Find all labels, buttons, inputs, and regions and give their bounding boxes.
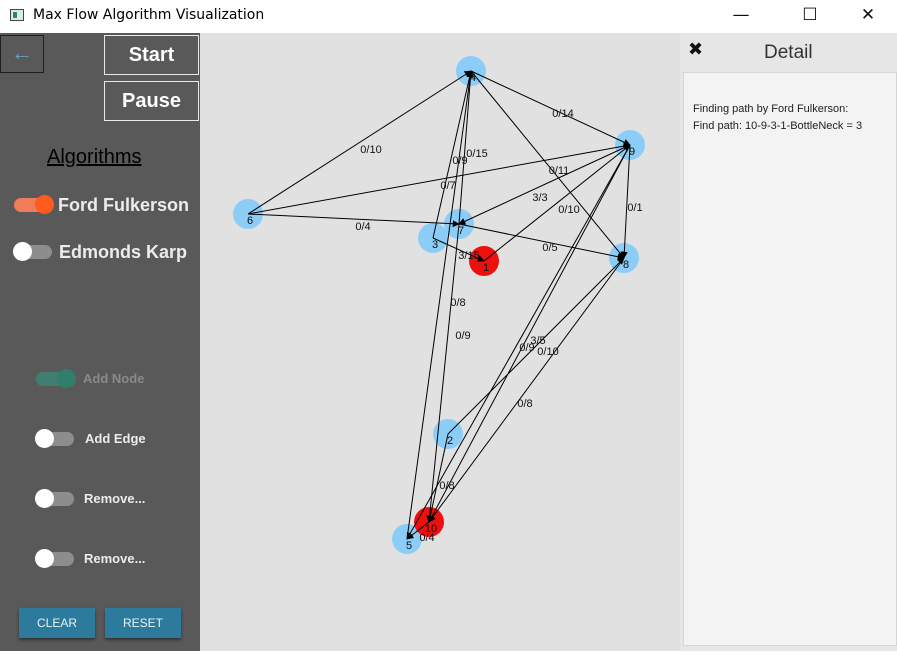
graph-edge[interactable] [426, 223, 460, 523]
toggle-knob [35, 489, 54, 508]
graph-edge[interactable] [432, 70, 474, 239]
graph-node-label: 9 [629, 146, 635, 158]
graph-edge[interactable] [426, 433, 449, 523]
back-arrow-icon: ← [11, 40, 33, 65]
graph-node-label: 5 [406, 540, 412, 552]
toggle-knob [13, 242, 32, 261]
edmonds-karp-toggle[interactable] [13, 242, 52, 261]
graph-edge[interactable] [428, 144, 631, 523]
back-button[interactable]: ← [0, 35, 44, 73]
edmonds-karp-label: Edmonds Karp [59, 242, 188, 262]
graph-edge[interactable] [470, 70, 625, 259]
detail-line: Find path: 10-9-3-1-BottleNeck = 3 [693, 120, 863, 132]
graph-edge[interactable] [470, 70, 631, 146]
graph-edge[interactable] [406, 521, 430, 540]
graph-edge-label: 3/15 [458, 250, 479, 262]
graph-edge-label: 0/10 [537, 346, 558, 358]
graph-svg: 123456789100/100/110/40/140/100/150/90/7… [233, 56, 645, 554]
graph-edge-label: 0/5 [542, 242, 557, 254]
graph-edge[interactable] [458, 223, 625, 261]
graph-edge[interactable] [247, 213, 460, 228]
graph-node-label: 3 [432, 239, 438, 251]
graph-edge-label: 3/5 [530, 335, 545, 347]
detail-line: Finding path by Ford Fulkerson: [693, 103, 849, 115]
remove-edge-toggle[interactable] [35, 549, 74, 568]
add-edge-toggle[interactable] [35, 429, 74, 448]
toggle-knob [35, 195, 54, 214]
graph-edge[interactable] [620, 144, 631, 259]
graph-edge-label: 0/8 [450, 297, 465, 309]
graph-edge-label: 0/1 [627, 202, 642, 214]
close-button[interactable]: ✕ [860, 5, 876, 25]
remove-node-label: Remove... [84, 491, 146, 506]
graph-edge-label: 0/15 [466, 148, 487, 160]
detail-log: Finding path by Ford Fulkerson: Find pat… [683, 72, 897, 646]
remove-node-toggle[interactable] [35, 489, 74, 508]
graph-edge-label: 0/11 [549, 165, 570, 177]
remove-edge-label: Remove... [84, 551, 146, 566]
app-icon [10, 9, 24, 21]
detail-panel: ✖ Detail Finding path by Ford Fulkerson:… [680, 33, 897, 651]
ford-fulkerson-label: Ford Fulkerson [58, 195, 190, 215]
sidebar: ← Start Pause Algorithms Ford Fulkerson … [0, 33, 200, 651]
graph-node-label: 10 [425, 523, 437, 535]
clear-button[interactable]: CLEAR [19, 608, 95, 638]
pause-button[interactable]: Pause [104, 81, 199, 121]
graph-edge[interactable] [458, 144, 631, 225]
graph-edge[interactable] [406, 70, 474, 540]
add-node-toggle[interactable] [36, 369, 76, 388]
graph-node-label: 7 [458, 225, 464, 237]
graph-edge-label: 0/9 [452, 155, 467, 167]
graph-canvas[interactable]: 1 2 3 4 5 6 7 8 9 10 0/10 0/11 0/4 0/14 0/10 0/15 0/9 0/7… [200, 33, 680, 651]
graph-edge[interactable] [247, 70, 472, 215]
pin-icon[interactable]: ✖ [688, 39, 704, 59]
graph-edge[interactable] [428, 257, 625, 523]
graph-edge-label: 0/8 [517, 398, 532, 410]
graph-edge-label: 0/7 [440, 180, 455, 192]
reset-button[interactable]: RESET [105, 608, 181, 638]
graph-edge[interactable] [483, 144, 631, 262]
algorithms-heading: Algorithms [47, 146, 142, 168]
graph-node-label: 4 [470, 72, 476, 84]
toggle-knob [57, 369, 76, 388]
graph-edge-label: 0/9 [519, 342, 534, 354]
graph-edge-label: 0/9 [455, 330, 470, 342]
toggle-knob [35, 429, 54, 448]
window-title: Max Flow Algorithm Visualization [33, 7, 265, 23]
minimize-button[interactable]: — [732, 5, 750, 25]
graph-edge[interactable] [247, 142, 631, 215]
graph-edge-label: 0/14 [552, 108, 573, 120]
graph-node-label: 1 [483, 262, 489, 274]
graph-edge-label: 3/3 [532, 192, 547, 204]
toggle-knob [35, 549, 54, 568]
graph-edge[interactable] [447, 257, 625, 435]
title-bar: Max Flow Algorithm Visualization — ☐ ✕ [0, 0, 897, 33]
graph-edge-label: 0/4 [355, 221, 370, 233]
graph-node-label: 6 [247, 215, 253, 227]
add-node-label: Add Node [83, 371, 145, 386]
start-button[interactable]: Start [104, 35, 199, 75]
maximize-button[interactable]: ☐ [802, 5, 818, 25]
ford-fulkerson-toggle[interactable] [14, 195, 54, 214]
graph-edge-label: 0/8 [439, 480, 454, 492]
graph-edge[interactable] [406, 144, 631, 540]
detail-header: ✖ Detail [680, 33, 897, 71]
graph-edge-label: 0/10 [360, 144, 381, 156]
graph-edge-label: 0/10 [558, 204, 579, 216]
graph-node-label: 8 [623, 259, 629, 271]
graph-node-label: 2 [447, 435, 453, 447]
add-edge-label: Add Edge [85, 431, 146, 446]
detail-title: Detail [764, 42, 813, 63]
graph-edge[interactable] [458, 70, 474, 225]
graph-edge-label: 0/4 [419, 532, 434, 544]
graph-edge[interactable] [432, 237, 485, 262]
